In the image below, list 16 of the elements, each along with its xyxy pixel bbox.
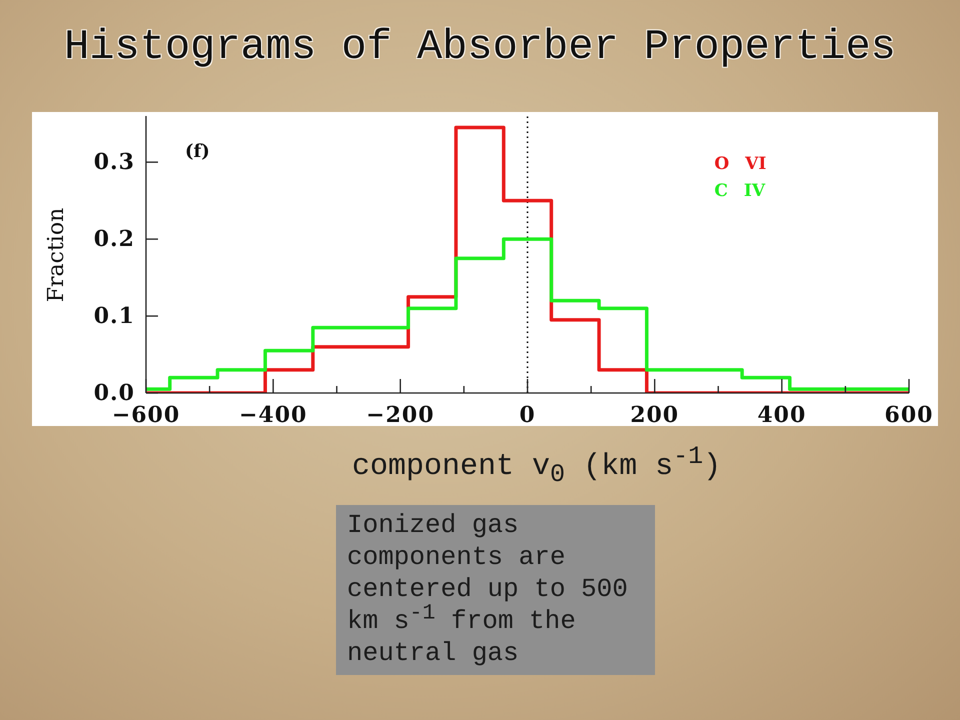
y-tick-label: 0.3 [94, 149, 135, 176]
y-tick-label: 0.1 [94, 303, 135, 330]
y-axis-title: Fraction [44, 207, 70, 302]
text: Ionized gas components are centered up to 500 km s$^{-1}$ from the neutral gas [347, 509, 629, 669]
text: C IV [714, 180, 766, 203]
y-tick-label: 0.2 [94, 226, 135, 252]
text: O VI [714, 153, 766, 176]
chart-title: Histograms of Absorber Properties [63, 22, 897, 72]
annotation: (f) [185, 140, 210, 164]
x-tick-label: 0 [519, 402, 536, 428]
x-tick-label: −200 [366, 402, 435, 428]
x-tick-label: 200 [630, 402, 680, 428]
x-tick-label: −400 [238, 402, 308, 428]
x-tick-label: 600 [884, 402, 934, 428]
x-tick-label: 400 [757, 402, 806, 428]
x-axis-title: component v$_{0}$ (km s$^{-1}$) [352, 442, 722, 489]
